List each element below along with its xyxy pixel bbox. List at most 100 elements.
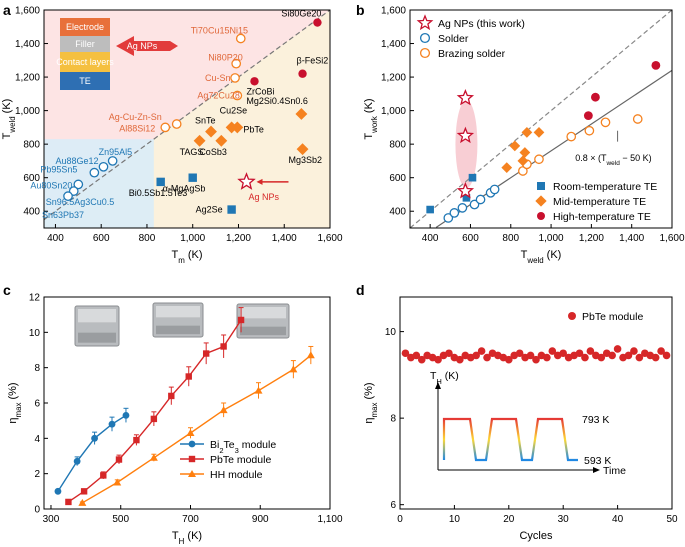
panel-b-ytick-label: 800 bbox=[389, 140, 406, 151]
panel-d-inset-high-label: 793 K bbox=[582, 414, 609, 426]
panel-a-agnp-arrow bbox=[116, 36, 178, 56]
panel-c-module-photo-pbte-top bbox=[156, 306, 200, 318]
panel-d-inset-ylabel-part: H bbox=[436, 377, 441, 386]
panel-b-ylabel-part: work bbox=[370, 116, 379, 134]
panel-d-point bbox=[624, 351, 633, 360]
panel-a-point bbox=[231, 58, 242, 69]
panel-a-point-label: Al88Si12 bbox=[119, 123, 155, 133]
panel-a-bg-solder bbox=[44, 139, 154, 228]
panel-letter-c: c bbox=[3, 282, 11, 298]
panel-b-solder-point bbox=[475, 194, 486, 205]
panel-b-room-point bbox=[468, 173, 477, 182]
panel-b-xtick-label: 800 bbox=[502, 233, 519, 244]
panel-a-agnp-arrow-label: Ag NPs bbox=[127, 41, 158, 51]
panel-b-room-point bbox=[426, 205, 434, 214]
panel-b-agnp-point bbox=[456, 126, 475, 144]
panel-a-point-label: Cu-Sn bbox=[205, 73, 231, 83]
panel-d-inset-xlabel: Time bbox=[603, 465, 626, 477]
panel-d-point bbox=[662, 351, 671, 360]
panel-b-legend-label: Solder bbox=[438, 33, 469, 45]
panel-b-diagonal bbox=[409, 9, 673, 229]
panel-b-solder-point bbox=[449, 208, 460, 218]
panel-c-ytick-label: 4 bbox=[34, 434, 40, 445]
panel-b-agnp-point bbox=[456, 88, 475, 106]
panel-a-point bbox=[73, 179, 84, 190]
panel-b-ytick-label: 400 bbox=[389, 207, 406, 218]
panel-d-point bbox=[630, 347, 638, 355]
panel-c-legend-marker bbox=[188, 455, 196, 463]
panel-a-point bbox=[313, 18, 322, 27]
panel-a-stack-layer bbox=[60, 36, 110, 52]
panel-a-point-label: SnTe bbox=[195, 116, 216, 126]
panel-a-ylabel: Tweld (K) bbox=[1, 99, 17, 140]
panel-c-module-photo-hh-top bbox=[240, 307, 286, 319]
panel-b-ylabel-part: (K) bbox=[363, 98, 375, 116]
panel-d-point bbox=[483, 353, 491, 362]
panel-d-point bbox=[412, 351, 421, 360]
panel-a-point bbox=[98, 161, 109, 172]
panel-c-point bbox=[54, 487, 62, 495]
panel-a-point bbox=[235, 33, 246, 44]
panel-c-xlabel-part: (K) bbox=[184, 530, 202, 542]
panel-a-point-label: Ag72Cu28 bbox=[197, 91, 240, 101]
panel-b-legend-label: Mid-temperature TE bbox=[553, 196, 646, 208]
panel-a-xtick-label: 1,000 bbox=[180, 233, 205, 244]
panel-d-point bbox=[657, 347, 665, 355]
panel-d-xtick-label: 30 bbox=[558, 514, 570, 525]
panel-c-ylabel-part: (%) bbox=[7, 382, 19, 402]
panel-b-high-point bbox=[583, 111, 593, 121]
panel-b-chart: 0.8 × (Tweld − 50 K)400 600 800 1,000 1,200 1… bbox=[363, 6, 685, 265]
panel-a-xtick-label: 1,600 bbox=[317, 233, 342, 244]
panel-b-ytick-label: 1,400 bbox=[381, 39, 406, 50]
panel-c-module-photo-hh-bottom bbox=[240, 326, 286, 336]
panel-c-legend-label-part: 2 bbox=[219, 446, 223, 455]
panel-a-point-label: Au88Ge12 bbox=[55, 156, 98, 166]
panel-a-point bbox=[171, 119, 182, 129]
panel-c-module-photo-pbte-bottom bbox=[156, 325, 200, 335]
panel-a-point bbox=[232, 90, 243, 101]
panel-b-frame bbox=[409, 9, 673, 229]
panel-c-point bbox=[186, 429, 195, 437]
panel-c-module-photo-bi2te3-top bbox=[78, 309, 116, 323]
panel-d-point bbox=[559, 349, 567, 358]
panel-c-ytick-label: 12 bbox=[29, 293, 41, 304]
panel-c-xtick-label: 1,100 bbox=[317, 514, 342, 525]
panel-d-frame bbox=[399, 296, 673, 510]
panel-d-xtick-label: 20 bbox=[503, 514, 515, 525]
panel-a-stack-label: Filler bbox=[75, 39, 95, 49]
panel-a-point bbox=[193, 134, 206, 147]
panel-a-point bbox=[230, 73, 240, 83]
panel-a-ylabel-part: (K) bbox=[1, 99, 13, 117]
panel-b-xlabel-part: weld bbox=[526, 256, 543, 265]
panel-b-ytick-label: 1,600 bbox=[381, 6, 406, 17]
panel-b-xtick-label: 600 bbox=[462, 233, 479, 244]
panel-c-point bbox=[219, 406, 228, 414]
panel-a-xtick-label: 1,200 bbox=[226, 233, 251, 244]
panel-a-point-label: Sn96.5Ag3Cu0.5 bbox=[46, 197, 115, 207]
panel-b-room-point bbox=[462, 194, 471, 202]
panel-a-point bbox=[205, 125, 217, 138]
panel-b-xtick-label: 1,600 bbox=[659, 233, 684, 244]
panel-a-ytick-label: 600 bbox=[23, 173, 40, 184]
panel-a-agnp-star bbox=[237, 172, 256, 190]
panel-d-point bbox=[445, 349, 453, 358]
panel-c-legend-label-part: module bbox=[239, 439, 277, 451]
panel-c-xlabel: TH (K) bbox=[172, 530, 202, 546]
panel-d-point bbox=[456, 355, 464, 364]
panel-a-point bbox=[160, 122, 171, 133]
panel-d-point bbox=[434, 355, 442, 364]
panel-a-stack-layer bbox=[60, 72, 110, 90]
panel-b-agnp-highlight bbox=[455, 100, 478, 189]
panel-a-point-label: ZrCoBi bbox=[246, 86, 274, 96]
panel-c-legend-marker bbox=[188, 440, 196, 448]
panel-d-legend-label: PbTe module bbox=[582, 311, 643, 323]
panel-a-point-label: Au80Sn20 bbox=[30, 180, 72, 190]
panel-b-legend-marker bbox=[537, 182, 545, 190]
panel-d-point bbox=[548, 347, 557, 355]
panel-d-point bbox=[401, 349, 410, 358]
panel-a-xlabel-part: m bbox=[178, 256, 185, 265]
panel-b-braze-point bbox=[534, 154, 544, 165]
panel-d-ytick-label: 8 bbox=[390, 414, 396, 425]
panel-a-ytick-label: 1,600 bbox=[15, 6, 40, 17]
panel-a-ytick-label: 1,400 bbox=[15, 39, 40, 50]
